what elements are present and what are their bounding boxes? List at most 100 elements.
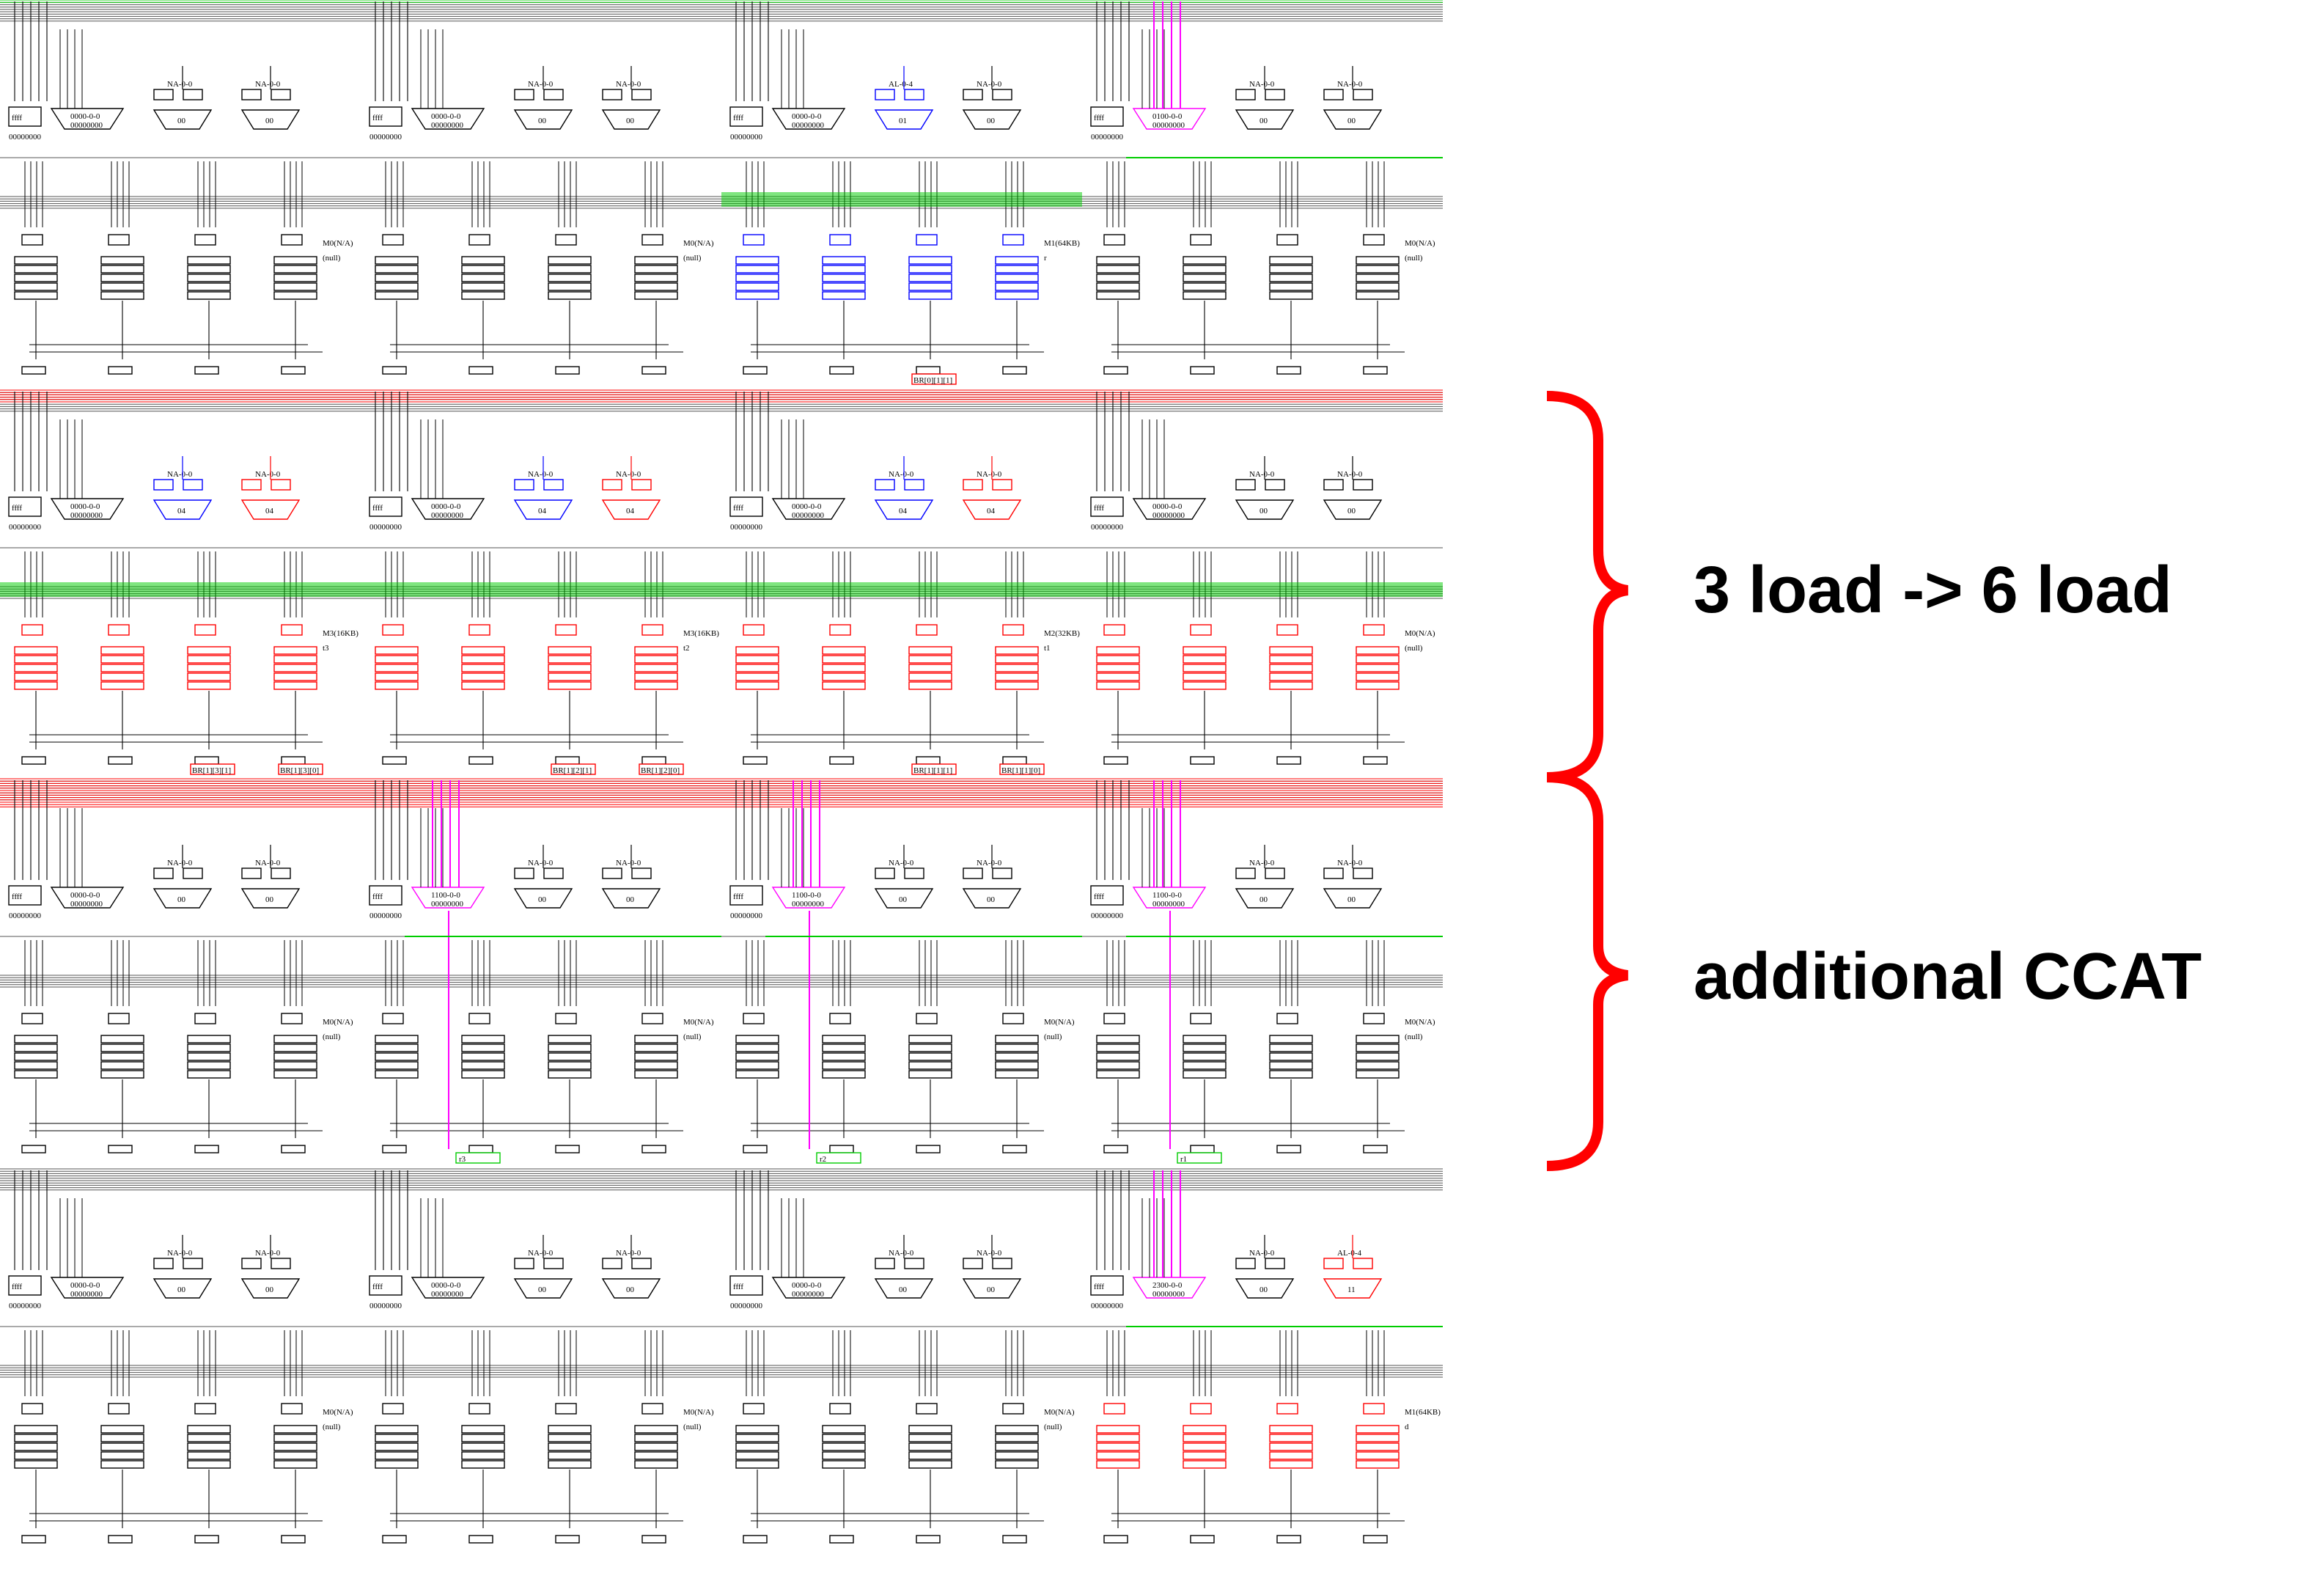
mem-bank xyxy=(1269,1425,1313,1434)
alu xyxy=(1323,888,1383,909)
pe-cell: ffff000000000000-0-000000000NA-0-000NA-0… xyxy=(8,1170,353,1544)
alu-input xyxy=(875,1258,895,1269)
mem-bank xyxy=(995,1061,1039,1070)
config-label: 0000-0-0 xyxy=(792,112,822,121)
mem-bank xyxy=(634,1460,678,1469)
alu-input xyxy=(271,1258,291,1269)
mem-bank xyxy=(995,282,1039,291)
mem-port xyxy=(743,1403,765,1415)
alu xyxy=(513,499,573,520)
mem-port xyxy=(916,1403,938,1415)
mem-bank xyxy=(1096,265,1140,274)
na-label: NA-0-0 xyxy=(889,470,914,479)
mem-bank xyxy=(995,664,1039,672)
alu-input xyxy=(992,867,1012,879)
mem-bank xyxy=(375,1035,419,1043)
mem-bank xyxy=(375,1061,419,1070)
output-port xyxy=(468,1145,493,1153)
annotations-layer: 3 load -> 6 load additional CCAT xyxy=(1546,391,2202,1171)
mem-port xyxy=(21,624,43,636)
mem-bank xyxy=(822,664,866,672)
alu-input xyxy=(963,1258,983,1269)
alu-input xyxy=(1353,1258,1373,1269)
zero-register: 00000000 xyxy=(1091,523,1124,532)
output-port xyxy=(1276,366,1301,375)
mem-bank xyxy=(634,664,678,672)
zero-register: 00000000 xyxy=(369,133,402,142)
na-label: NA-0-0 xyxy=(1249,1249,1275,1258)
alu xyxy=(152,888,213,909)
mem-port xyxy=(281,624,303,636)
alu-input xyxy=(992,479,1012,491)
ffff-label: ffff xyxy=(733,892,743,901)
output-port xyxy=(641,1535,666,1544)
annotation-ccat: additional CCAT xyxy=(1694,940,2202,1013)
na-label: NA-0-0 xyxy=(528,80,554,89)
alu xyxy=(1235,1278,1295,1299)
mem-bank xyxy=(375,1460,419,1469)
na-label: NA-0-0 xyxy=(977,470,1002,479)
mem-port xyxy=(1103,624,1125,636)
output-port xyxy=(743,1145,768,1153)
alu xyxy=(513,1278,573,1299)
mem-bank xyxy=(100,256,144,265)
ffff-label: ffff xyxy=(372,892,383,901)
mem-bank xyxy=(1269,282,1313,291)
output-port xyxy=(1363,1535,1388,1544)
alu-input xyxy=(183,89,203,100)
output-port xyxy=(1363,1145,1388,1153)
mem-sub: (null) xyxy=(1405,1032,1423,1041)
output-port xyxy=(21,1145,46,1153)
mem-port xyxy=(555,1013,577,1024)
mem-sub: (null) xyxy=(1044,1423,1062,1431)
mem-bank xyxy=(1183,664,1227,672)
config-mux xyxy=(50,1277,125,1299)
mem-port xyxy=(1002,624,1024,636)
config-mux xyxy=(411,887,485,909)
zero-register: 00000000 xyxy=(369,1302,402,1310)
output-port xyxy=(382,366,407,375)
config-reg: 00000000 xyxy=(431,511,464,520)
mem-sub: t2 xyxy=(683,644,690,653)
mem-bank xyxy=(375,1442,419,1451)
mem-port xyxy=(382,1013,404,1024)
mem-sub: t1 xyxy=(1044,644,1051,653)
mem-bank xyxy=(273,274,317,282)
alu-input xyxy=(1265,867,1285,879)
mem-bank xyxy=(634,265,678,274)
mem-bank xyxy=(461,265,505,274)
output-port xyxy=(1363,756,1388,765)
ffff-block xyxy=(369,1275,402,1296)
mem-bank xyxy=(735,265,779,274)
output-port xyxy=(1103,1535,1128,1544)
config-label: 0000-0-0 xyxy=(70,502,100,511)
alu-input xyxy=(271,479,291,491)
alu-input xyxy=(153,1258,174,1269)
output-port xyxy=(194,366,219,375)
config-label: 0000-0-0 xyxy=(70,1281,100,1290)
mem-bank xyxy=(1183,1052,1227,1061)
output-port xyxy=(468,756,493,765)
mem-label: M0(N/A) xyxy=(683,1408,714,1417)
mem-bank xyxy=(273,681,317,690)
mem-bank xyxy=(273,265,317,274)
mem-bank xyxy=(548,1460,592,1469)
mem-bank xyxy=(1096,282,1140,291)
config-reg: 00000000 xyxy=(1152,121,1185,130)
alu-output: 00 xyxy=(538,1285,547,1294)
mem-bank xyxy=(375,1043,419,1052)
mem-bank xyxy=(735,1425,779,1434)
mem-bank xyxy=(634,256,678,265)
alu-input xyxy=(1265,1258,1285,1269)
mem-port xyxy=(1103,1403,1125,1415)
mem-bank xyxy=(1183,1425,1227,1434)
mem-sub: d xyxy=(1405,1423,1409,1431)
mem-bank xyxy=(634,655,678,664)
alu-output: 00 xyxy=(538,117,547,125)
mem-bank xyxy=(995,646,1039,655)
alu xyxy=(513,109,573,130)
mem-port xyxy=(829,1013,851,1024)
br-label: BR[1][3][1] xyxy=(192,766,231,775)
alu xyxy=(1235,888,1295,909)
mem-port xyxy=(468,1403,490,1415)
